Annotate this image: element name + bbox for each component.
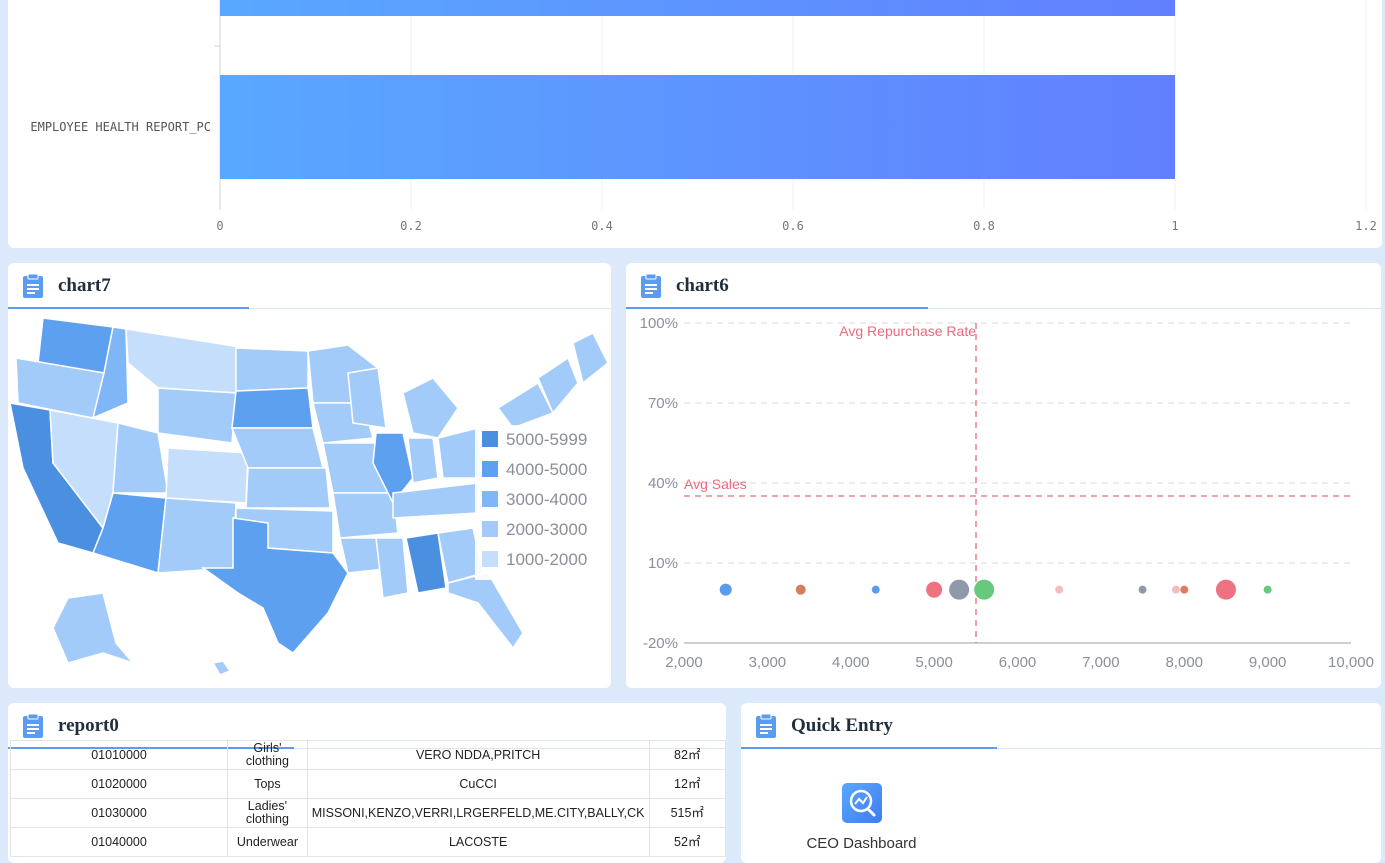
scatter-point[interactable] — [1055, 585, 1064, 594]
scatter-point[interactable] — [926, 581, 943, 598]
table-cell: 01040000 — [10, 827, 229, 857]
scatter-point[interactable] — [1138, 585, 1147, 594]
table-cell: 01030000 — [10, 798, 229, 828]
x-tick-label: 9,000 — [1249, 654, 1287, 671]
table-cell: 12㎡ — [648, 769, 726, 799]
quick-entry-label: CEO Dashboard — [806, 835, 917, 852]
clipboard-icon — [23, 713, 43, 738]
legend-swatch — [482, 461, 498, 477]
chart6-header: chart6 — [626, 263, 1381, 309]
report-table: 01010000 Girls' clothing VERO NDDA,PRITCH 8… — [10, 740, 726, 857]
table-row[interactable]: 01040000 Underwear LACOSTE 52㎡ — [10, 827, 726, 857]
chart-search-icon — [841, 783, 882, 823]
bar[interactable] — [220, 75, 1175, 179]
scatter-point[interactable] — [871, 585, 880, 594]
scatter-point[interactable] — [1180, 585, 1189, 594]
table-cell: Girls' clothing — [227, 740, 308, 770]
scatter-point[interactable] — [974, 579, 995, 600]
legend-item[interactable]: 3000-4000 — [482, 490, 587, 509]
legend-label: 2000-3000 — [506, 520, 587, 539]
y-tick-label: 40% — [648, 475, 678, 492]
avg-sales-label: Avg Sales — [684, 476, 747, 492]
x-tick-label: 1.2 — [1355, 219, 1377, 233]
panel-title: Quick Entry — [791, 715, 893, 736]
chart7-header: chart7 — [8, 263, 611, 309]
x-tick-label: 0.4 — [591, 219, 613, 233]
avg-repurchase-label: Avg Repurchase Rate — [839, 323, 976, 339]
panel-title: chart6 — [676, 275, 729, 296]
table-cell: 82㎡ — [648, 740, 726, 770]
y-category-label: EMPLOYEE HEALTH REPORT_PC — [30, 120, 211, 134]
table-row[interactable]: 01010000 Girls' clothing VERO NDDA,PRITCH 8… — [10, 740, 726, 770]
legend-item[interactable]: 5000-5999 — [482, 430, 587, 449]
clipboard-icon — [641, 273, 661, 298]
table-cell: 515㎡ — [648, 798, 726, 828]
report-table-wrap[interactable]: 01010000 Girls' clothing VERO NDDA,PRITCH 8… — [10, 740, 726, 860]
legend-item[interactable]: 2000-3000 — [482, 520, 587, 539]
us-map[interactable]: 5000-5999 4000-5000 3000-4000 2000-3000 1000… — [8, 263, 611, 688]
legend-label: 1000-2000 — [506, 550, 587, 569]
quick-entry-ceo-dashboard[interactable]: CEO Dashboard — [799, 783, 924, 852]
table-cell: CuCCI — [306, 769, 650, 799]
y-tick-label: 100% — [640, 315, 678, 332]
table-cell: MISSONI,KENZO,VERRI,LRGERFELD,ME.CITY,BA… — [306, 798, 650, 828]
scatter-point[interactable] — [795, 584, 806, 595]
x-tick-label: 4,000 — [832, 654, 870, 671]
bar[interactable] — [220, 0, 1175, 16]
legend-item[interactable]: 4000-5000 — [482, 460, 587, 479]
x-tick-label: 5,000 — [915, 654, 953, 671]
x-tick-label: 0 — [216, 219, 223, 233]
x-tick-label: 1 — [1171, 219, 1178, 233]
quick-entry-panel: Quick Entry CEO Dashboard — [741, 703, 1381, 863]
x-tick-label: 10,000 — [1328, 654, 1374, 671]
table-cell: Ladies' clothing — [227, 798, 308, 828]
legend-label: 5000-5999 — [506, 430, 587, 449]
scatter-point[interactable] — [1171, 585, 1180, 594]
table-cell: LACOSTE — [306, 827, 650, 857]
scatter-point[interactable] — [949, 579, 970, 600]
x-tick-label: 8,000 — [1165, 654, 1203, 671]
bar-chart: 0 0.2 0.4 0.6 0.8 1 1.2 EMPLOYEE HEALTH REPORT… — [30, 0, 1377, 233]
chart6-panel: chart6 100% 70% 40% 10% -20% 2,000 3,000 4,000… — [626, 263, 1381, 688]
legend-item[interactable]: 1000-2000 — [482, 550, 587, 569]
x-tick-label: 0.6 — [782, 219, 804, 233]
legend-label: 4000-5000 — [506, 460, 587, 479]
table-cell: Underwear — [227, 827, 308, 857]
map-legend: 5000-5999 4000-5000 3000-4000 2000-3000 1000… — [475, 425, 601, 580]
chart7-panel: chart7 — [8, 263, 611, 688]
scatter-chart[interactable]: 100% 70% 40% 10% -20% 2,000 3,000 4,000 5,000 6,… — [626, 263, 1381, 688]
legend-swatch — [482, 521, 498, 537]
x-tick-label: 2,000 — [665, 654, 703, 671]
legend-swatch — [482, 431, 498, 447]
x-tick-label: 0.2 — [400, 219, 422, 233]
table-cell: VERO NDDA,PRITCH — [306, 740, 650, 770]
table-cell: Tops — [227, 769, 308, 799]
y-tick-label: 10% — [648, 555, 678, 572]
panel-title: report0 — [58, 715, 119, 736]
scatter-point[interactable] — [719, 583, 732, 596]
panel-title: chart7 — [58, 275, 111, 296]
x-tick-label: 0.8 — [973, 219, 995, 233]
legend-swatch — [482, 491, 498, 507]
top-bar-chart-panel: 0 0.2 0.4 0.6 0.8 1 1.2 EMPLOYEE HEALTH REPORT… — [8, 0, 1382, 248]
x-tick-label: 3,000 — [749, 654, 787, 671]
clipboard-icon — [756, 713, 776, 738]
x-tick-label: 6,000 — [999, 654, 1037, 671]
clipboard-icon — [23, 273, 43, 298]
table-row[interactable]: 01020000 Tops CuCCI 12㎡ — [10, 769, 726, 799]
report0-panel: report0 01010000 Girls' clothing VERO NDDA… — [8, 703, 726, 863]
legend-label: 3000-4000 — [506, 490, 587, 509]
y-tick-label: 70% — [648, 395, 678, 412]
legend-swatch — [482, 551, 498, 567]
y-tick-label: -20% — [643, 635, 678, 652]
table-cell: 52㎡ — [648, 827, 726, 857]
quick-entry-header: Quick Entry — [741, 703, 1381, 749]
x-tick-label: 7,000 — [1082, 654, 1120, 671]
table-cell: 01010000 — [10, 740, 229, 770]
scatter-point[interactable] — [1215, 579, 1236, 600]
table-cell: 01020000 — [10, 769, 229, 799]
scatter-point[interactable] — [1263, 585, 1272, 594]
table-row[interactable]: 01030000 Ladies' clothing MISSONI,KENZO,VE… — [10, 798, 726, 828]
